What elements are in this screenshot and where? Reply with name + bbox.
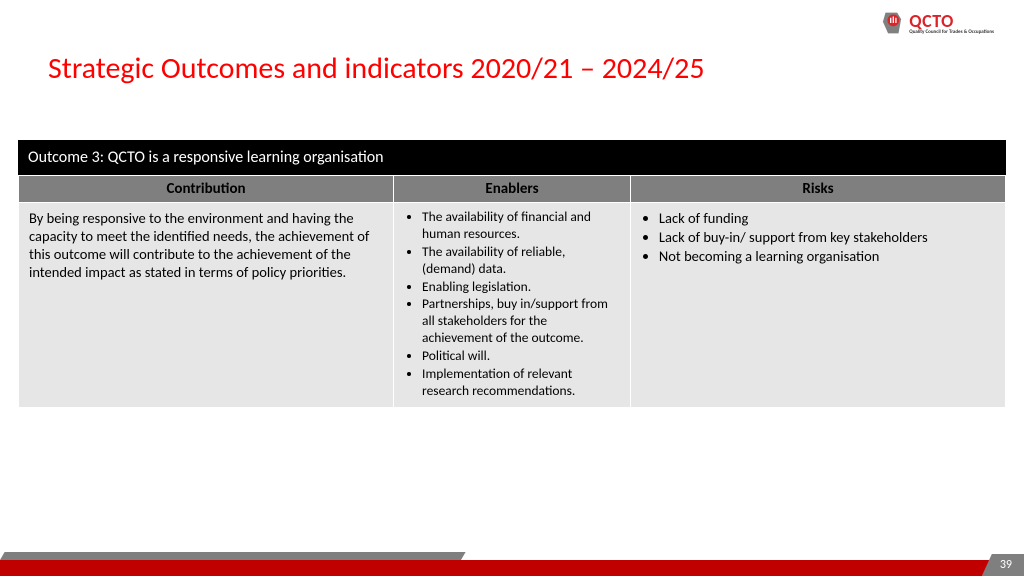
table: Contribution Enablers Risks By being res… [18, 175, 1006, 408]
logo-text: QCTO Quality Council for Trades & Occupa… [909, 12, 994, 35]
list-item: The availability of financial and human … [422, 209, 620, 243]
footer-accent-red [0, 560, 1024, 576]
list-item: Implementation of relevant research reco… [422, 366, 620, 400]
list-item: Political will. [422, 348, 620, 365]
list-item: Lack of funding [659, 209, 995, 227]
logo-sub: Quality Council for Trades & Occupations [909, 30, 994, 35]
cell-risks: Lack of funding Lack of buy-in/ support … [630, 203, 1005, 408]
page-title: Strategic Outcomes and indicators 2020/2… [48, 50, 705, 87]
logo: QCTO Quality Council for Trades & Occupa… [879, 10, 994, 36]
list-item: Partnerships, buy in/support from all st… [422, 296, 620, 347]
logo-icon [879, 10, 905, 36]
cell-contribution: By being responsive to the environment a… [19, 203, 394, 408]
logo-main: QCTO [909, 12, 994, 30]
list-item: Lack of buy-in/ support from key stakeho… [659, 228, 995, 246]
outcome-header: Outcome 3: QCTO is a responsive learning… [18, 140, 1006, 175]
list-item: Enabling legislation. [422, 279, 620, 296]
page-number: 39 [982, 554, 1024, 576]
footer: 39 [0, 548, 1024, 576]
table-row: By being responsive to the environment a… [19, 203, 1006, 408]
enablers-list: The availability of financial and human … [404, 209, 620, 400]
list-item: Not becoming a learning organisation [659, 247, 995, 265]
cell-enablers: The availability of financial and human … [394, 203, 631, 408]
risks-list: Lack of funding Lack of buy-in/ support … [641, 209, 995, 265]
col-header-risks: Risks [630, 176, 1005, 203]
col-header-enablers: Enablers [394, 176, 631, 203]
col-header-contribution: Contribution [19, 176, 394, 203]
footer-accent-grey [0, 552, 465, 560]
slide: QCTO Quality Council for Trades & Occupa… [0, 0, 1024, 576]
outcome-table: Outcome 3: QCTO is a responsive learning… [18, 140, 1006, 408]
list-item: The availability of reliable, (demand) d… [422, 244, 620, 278]
